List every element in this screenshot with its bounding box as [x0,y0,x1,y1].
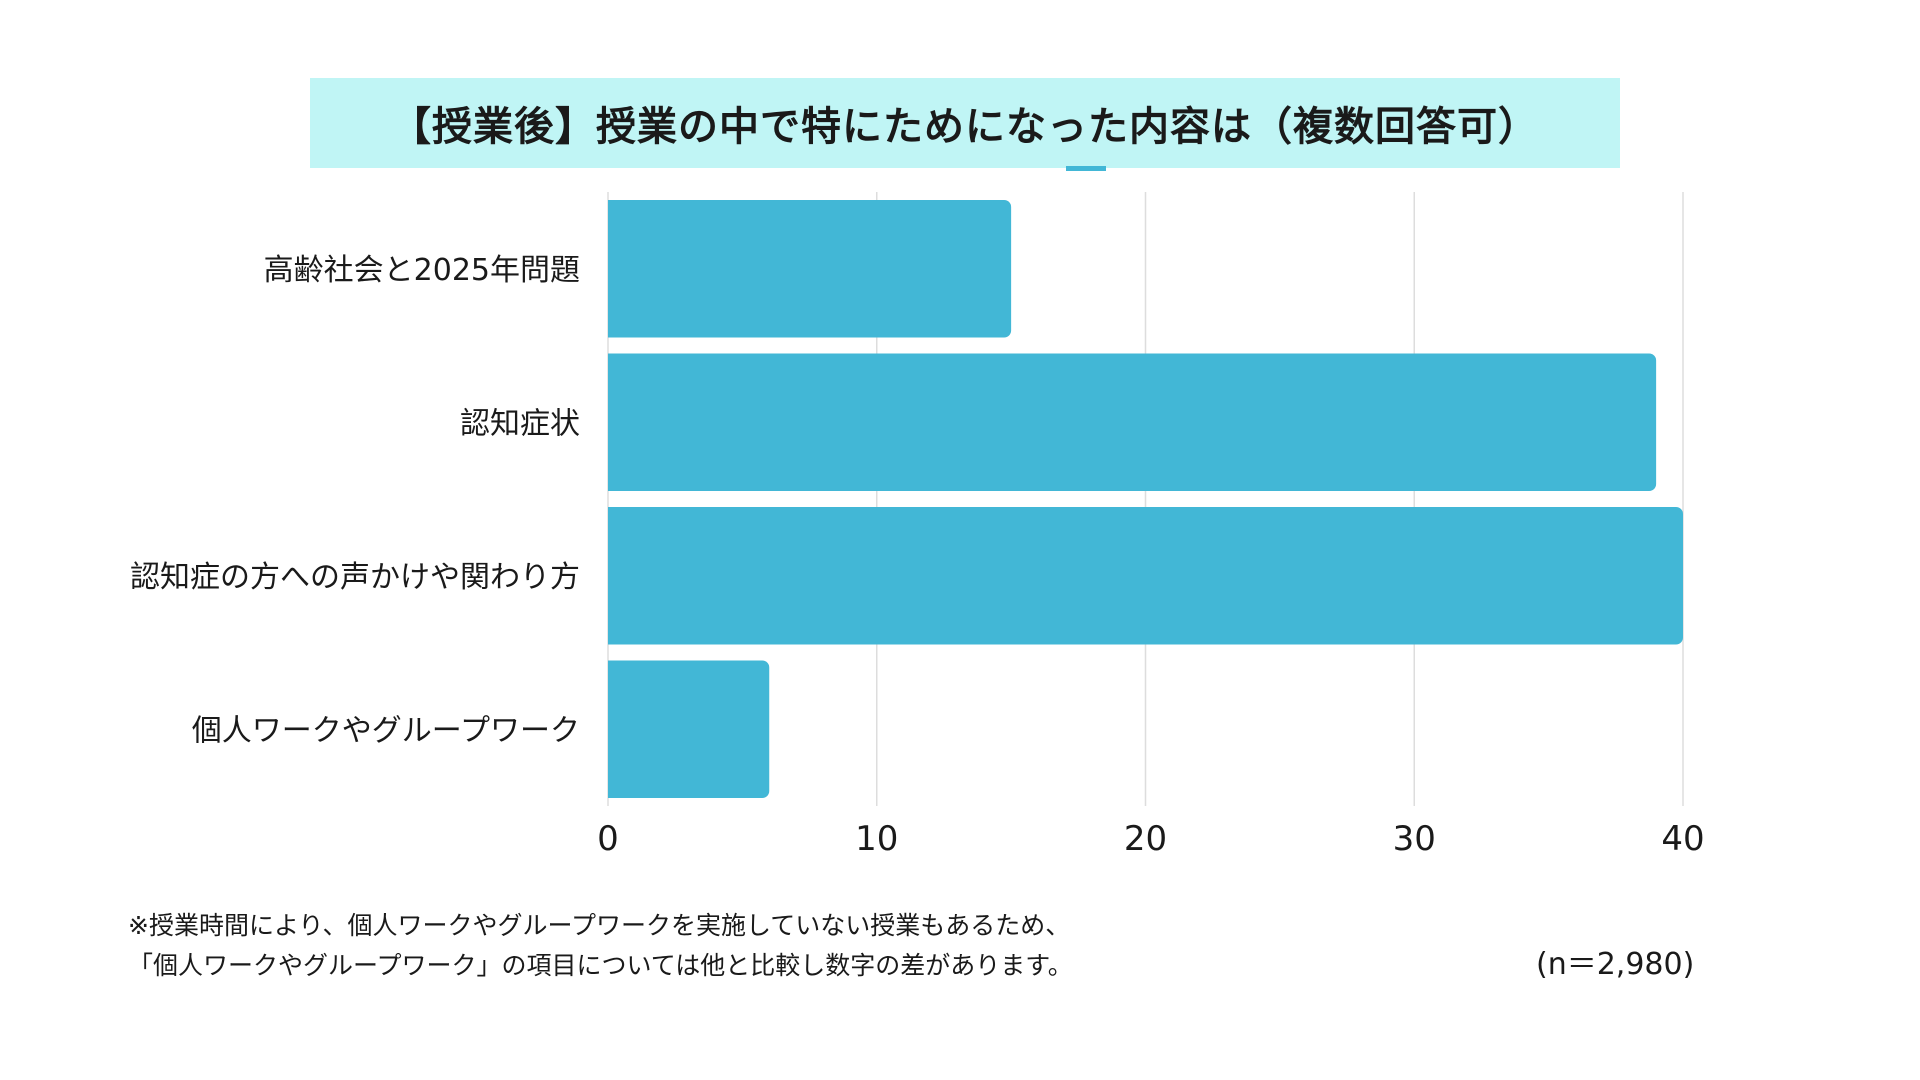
chart-title-box: 【授業後】授業の中で特にためになった内容は（複数回答可） [310,78,1620,168]
footnote: ※授業時間により、個人ワークやグループワークを実施していない授業もあるため、 「… [128,906,1073,986]
bar-1 [608,353,1657,491]
x-tick-label-0: 0 [597,819,619,859]
chart-title: 【授業後】授業の中で特にためになった内容は（複数回答可） [391,104,1539,150]
category-label-2: 認知症の方への声かけや関わり方 [130,560,580,595]
x-tick-label-4: 40 [1661,819,1704,859]
legend-swatch [1066,166,1106,171]
footnote-line-2: 「個人ワークやグループワーク」の項目については他と比較し数字の差があります。 [128,951,1073,980]
category-label-1: 認知症状 [460,406,580,441]
bar-2 [608,507,1683,645]
bar-base-3 [608,660,618,798]
sample-size-label: (n＝2,980) [1536,947,1695,982]
bar-base-2 [608,507,618,645]
bar-0 [608,200,1012,338]
x-tick-label-2: 20 [1124,819,1167,859]
bar-3 [608,660,770,798]
category-label-0: 高齢社会と2025年問題 [264,253,580,288]
category-label-3: 個人ワークやグループワーク [192,713,580,748]
x-tick-label-3: 30 [1393,819,1436,859]
footnote-line-1: ※授業時間により、個人ワークやグループワークを実施していない授業もあるため、 [128,911,1071,940]
x-tick-label-1: 10 [855,819,898,859]
bar-base-1 [608,353,618,491]
bar-base-0 [608,200,618,338]
